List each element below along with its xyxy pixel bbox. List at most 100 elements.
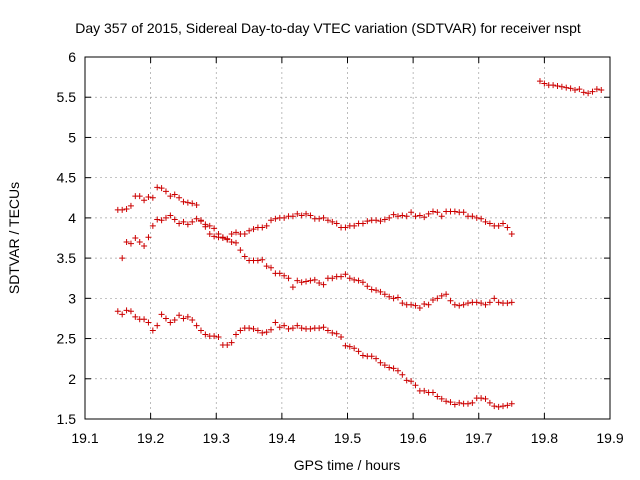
y-tick-label: 2 <box>68 371 76 387</box>
y-tick-label: 6 <box>68 49 76 65</box>
data-point <box>438 292 445 299</box>
data-point <box>563 84 570 91</box>
data-point <box>281 272 288 279</box>
data-point <box>202 331 209 338</box>
data-point <box>303 278 310 285</box>
data-point <box>250 325 257 332</box>
data-point <box>285 325 292 332</box>
data-point <box>386 364 393 371</box>
data-point <box>197 217 204 224</box>
data-point <box>237 327 244 334</box>
data-point <box>145 193 152 200</box>
data-point <box>593 86 600 93</box>
data-point <box>359 220 366 227</box>
data-point <box>149 222 156 229</box>
data-point <box>342 271 349 278</box>
y-tick-label: 3 <box>68 290 76 306</box>
data-point <box>189 200 196 207</box>
data-point <box>320 214 327 221</box>
data-point <box>598 86 605 93</box>
data-point <box>333 220 340 227</box>
data-point <box>394 294 401 301</box>
data-point <box>263 263 270 270</box>
data-point <box>303 210 310 217</box>
data-point <box>119 206 126 213</box>
data-point <box>259 224 266 231</box>
data-point <box>373 355 380 362</box>
data-point <box>167 212 174 219</box>
data-point <box>456 302 463 309</box>
data-point <box>167 193 174 200</box>
data-point <box>408 209 415 216</box>
data-point <box>154 216 161 223</box>
data-point <box>127 308 134 315</box>
data-point <box>541 80 548 87</box>
data-point <box>232 331 239 338</box>
data-point <box>456 399 463 406</box>
data-point <box>298 279 305 286</box>
data-point <box>162 188 169 195</box>
data-point <box>158 185 165 192</box>
data-point <box>254 327 261 334</box>
data-point <box>307 212 314 219</box>
data-point <box>329 329 336 336</box>
data-point <box>478 215 485 222</box>
chart-title: Day 357 of 2015, Sidereal Day-to-day VTE… <box>75 20 581 36</box>
data-point <box>158 217 165 224</box>
data-point <box>473 299 480 306</box>
data-point <box>359 352 366 359</box>
data-point <box>464 400 471 407</box>
data-point <box>176 312 183 319</box>
data-point <box>228 239 235 246</box>
data-point <box>412 302 419 309</box>
data-point <box>307 277 314 284</box>
data-point <box>451 208 458 215</box>
data-point <box>346 343 353 350</box>
data-point <box>241 253 248 260</box>
data-point <box>259 329 266 336</box>
y-tick-labels: 1.5 2 2.5 3 3.5 4 4.5 5 5.5 6 <box>57 49 77 427</box>
data-point <box>180 315 187 322</box>
data-point <box>473 214 480 221</box>
data-point <box>412 382 419 389</box>
data-point <box>434 209 441 216</box>
data-point <box>416 212 423 219</box>
series-track-3 <box>114 184 515 311</box>
x-tick-labels: 19.1 19.2 19.3 19.4 19.5 19.6 19.7 19.8 19.9 <box>71 430 623 446</box>
data-point <box>351 222 358 229</box>
data-point <box>145 234 152 241</box>
x-tick-label: 19.9 <box>596 430 623 446</box>
data-point <box>154 322 161 329</box>
data-point <box>176 194 183 201</box>
data-point <box>504 224 511 231</box>
data-point <box>381 216 388 223</box>
data-point <box>232 239 239 246</box>
data-point <box>184 199 191 206</box>
data-point <box>381 291 388 298</box>
data-point <box>141 197 148 204</box>
data-point <box>338 273 345 280</box>
data-point <box>176 220 183 227</box>
data-point <box>324 327 331 334</box>
data-point <box>167 319 174 326</box>
data-point <box>434 295 441 302</box>
data-point <box>132 313 139 320</box>
data-point <box>460 209 467 216</box>
y-tick-label: 5 <box>68 129 76 145</box>
data-point <box>272 319 279 326</box>
data-point <box>580 89 587 96</box>
data-point <box>464 300 471 307</box>
data-point <box>294 322 301 329</box>
data-point <box>162 214 169 221</box>
data-point <box>285 275 292 282</box>
series-track-1 <box>114 307 515 410</box>
series-track-2 <box>119 208 515 262</box>
data-point <box>486 220 493 227</box>
data-point <box>491 295 498 302</box>
data-point <box>228 230 235 237</box>
data-point <box>219 235 226 241</box>
data-point <box>184 313 191 320</box>
data-point <box>390 365 397 372</box>
axis-ticks <box>84 56 611 420</box>
data-point <box>171 191 178 198</box>
